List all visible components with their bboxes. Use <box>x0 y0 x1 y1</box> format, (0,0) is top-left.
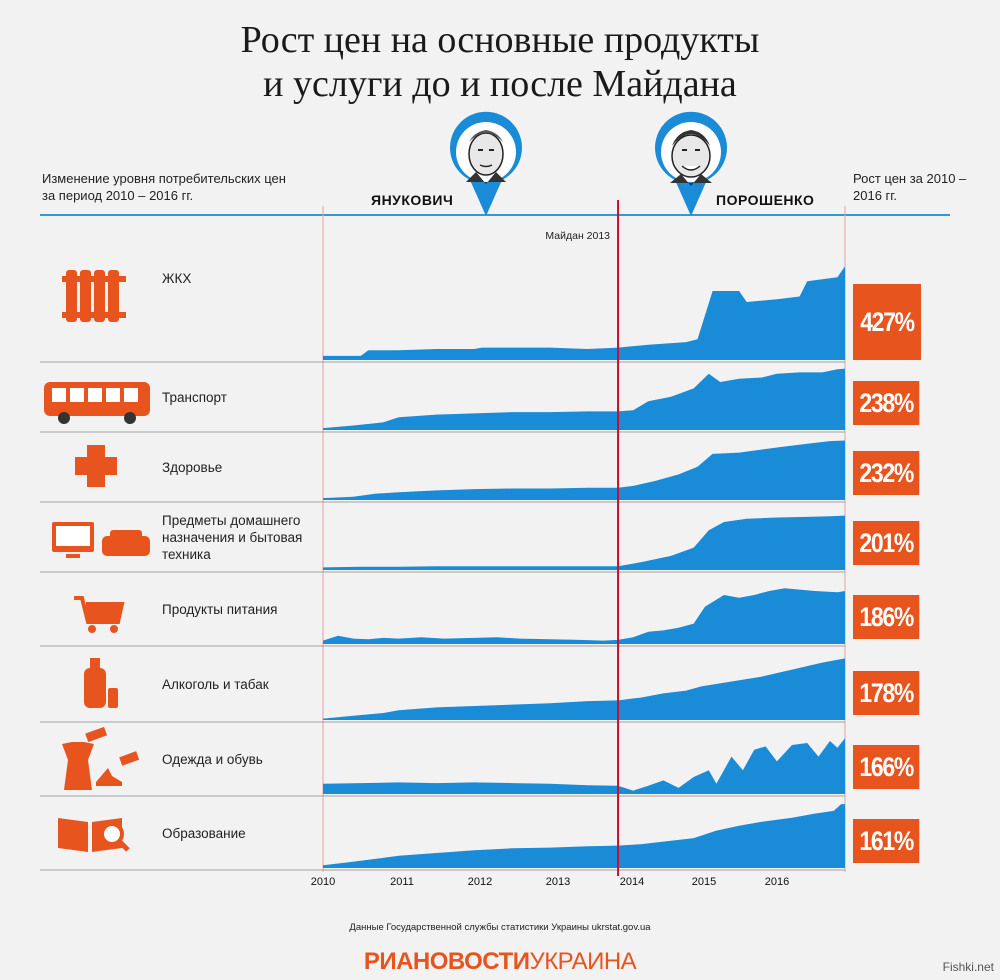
title-line-2: и услуги до и после Майдана <box>263 63 737 105</box>
growth-value: 232% <box>853 451 920 495</box>
growth-value: 201% <box>853 521 920 565</box>
tv-sofa-icon <box>52 522 150 558</box>
x-tick-label: 2016 <box>765 876 789 888</box>
logo: РИАНОВОСТИУКРАИНА <box>0 948 1000 976</box>
growth-value: 178% <box>853 671 920 715</box>
yanukovych-pin-icon <box>450 111 522 216</box>
shopping-cart-icon <box>74 596 125 633</box>
politician-1-name: ЯНУКОВИЧ <box>371 192 454 208</box>
area-series-5 <box>323 588 845 644</box>
area-series-7 <box>323 738 845 794</box>
category-label: Продукты питания <box>162 601 278 617</box>
area-series-4 <box>323 515 845 570</box>
bottle-icon <box>84 658 118 708</box>
politician-2-name: ПОРОШЕНКО <box>716 192 815 208</box>
politician-pins <box>450 111 728 216</box>
area-series-8 <box>323 804 845 868</box>
source-note: Данные Государственной службы статистики… <box>349 922 651 933</box>
growth-value: 238% <box>853 381 920 425</box>
book-magnifier-icon <box>58 818 130 852</box>
watermark: Fishki.net <box>942 960 994 974</box>
x-tick-label: 2010 <box>311 876 335 888</box>
price-chart: Майдан 2013 2010 2011 2012 2013 2014 2015 2016 <box>40 200 846 888</box>
category-label: Здоровье <box>162 459 223 475</box>
growth-value: 186% <box>853 595 920 639</box>
poroshenko-pin-icon <box>655 111 728 216</box>
clothes-icon <box>62 726 140 790</box>
category-label: Образование <box>162 825 246 841</box>
area-series-3 <box>323 440 845 500</box>
growth-value: 161% <box>853 819 920 863</box>
header-left: Изменение уровня потребительских цен за … <box>42 171 286 203</box>
header-right: Рост цен за 2010 – 2016 гг. <box>853 171 967 203</box>
category-label: Алкоголь и табак <box>162 676 269 692</box>
x-tick-label: 2015 <box>692 876 716 888</box>
area-series-1 <box>323 266 845 360</box>
radiator-icon <box>62 270 126 322</box>
title-line-1: Рост цен на основные продукты <box>240 19 760 61</box>
x-tick-label: 2013 <box>546 876 570 888</box>
category-label: ЖКХ <box>162 270 192 286</box>
x-tick-label: 2011 <box>390 876 414 888</box>
header-divider <box>40 214 950 216</box>
category-label: Одежда и обувь <box>162 751 263 767</box>
growth-value: 427% <box>853 284 921 360</box>
x-tick-label: 2012 <box>468 876 492 888</box>
bus-icon <box>44 382 150 424</box>
x-tick-label: 2014 <box>620 876 644 888</box>
growth-value: 166% <box>853 745 920 789</box>
category-label: Транспорт <box>162 389 227 405</box>
area-series-6 <box>323 658 845 720</box>
chart-title: Рост цен на основные продукты и услуги д… <box>0 18 1000 106</box>
medical-cross-icon <box>75 445 117 487</box>
category-label: Предметы домашнего назначения и бытовая … <box>162 512 303 562</box>
maidan-label: Майдан 2013 <box>545 230 610 242</box>
area-series-2 <box>323 368 845 430</box>
logo-light: УКРАИНА <box>529 948 637 975</box>
logo-bold: РИАНОВОСТИ <box>363 948 530 975</box>
